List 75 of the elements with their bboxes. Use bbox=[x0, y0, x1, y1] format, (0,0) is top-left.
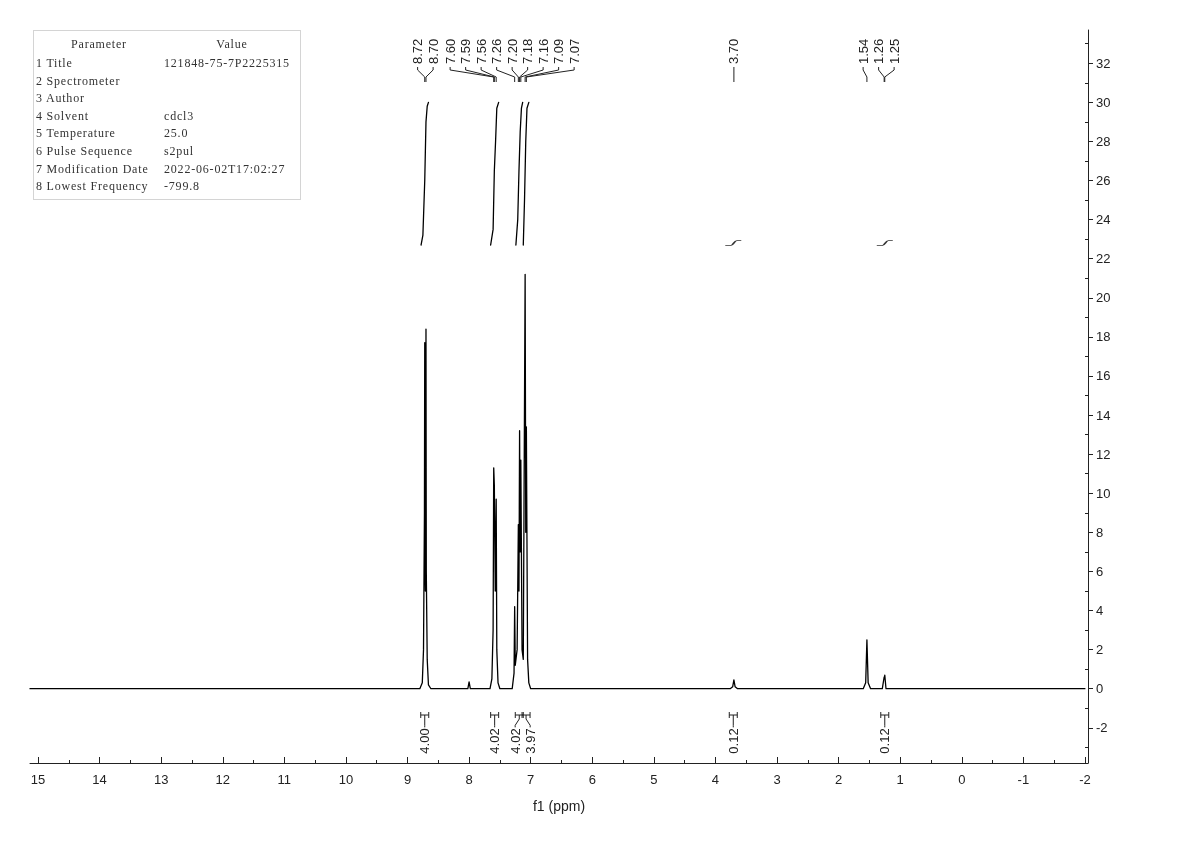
y-tick-label: 20 bbox=[1096, 290, 1111, 306]
x-tick-label: 9 bbox=[403, 772, 412, 787]
annotation: 3 Author bbox=[35, 90, 86, 108]
annotation: 7 Modification Date bbox=[35, 160, 150, 178]
annotation: 2022-06-02T17:02:27 bbox=[164, 160, 287, 178]
annotation: cdcl3 bbox=[164, 107, 195, 125]
y-tick-label: 18 bbox=[1096, 329, 1111, 345]
x-tick-label: -2 bbox=[1079, 772, 1091, 787]
y-tick-label: 16 bbox=[1096, 368, 1111, 384]
y-tick-label: 28 bbox=[1096, 133, 1111, 149]
annotation: 8 Lowest Frequency bbox=[35, 178, 150, 196]
x-tick-label: 1 bbox=[896, 772, 904, 787]
y-tick-label: 0 bbox=[1096, 681, 1104, 697]
line-series bbox=[29, 273, 1086, 690]
y-tick-label: 14 bbox=[1096, 407, 1111, 423]
annotation: 6 Pulse Sequence bbox=[35, 142, 134, 160]
annotation: s2pul bbox=[164, 142, 195, 160]
x-tick-label: 2 bbox=[834, 772, 843, 787]
y-tick-label: 12 bbox=[1096, 446, 1111, 462]
annotation: 7.07 bbox=[566, 38, 582, 64]
annotation: 7.16 bbox=[535, 38, 551, 64]
x-tick-label: 3 bbox=[773, 772, 781, 787]
y-tick-label: 10 bbox=[1096, 485, 1111, 501]
x-tick-label: 7 bbox=[527, 772, 535, 787]
annotation: 1.25 bbox=[886, 38, 902, 64]
annotation: 0.12 bbox=[725, 728, 741, 754]
y-tick-label: 30 bbox=[1096, 94, 1111, 110]
annotation: 4 Solvent bbox=[35, 107, 90, 125]
y-tick-label: 2 bbox=[1096, 642, 1104, 658]
y-tick-label: -2 bbox=[1096, 720, 1108, 736]
x-tick-label: 12 bbox=[215, 772, 230, 787]
annotation: 3.70 bbox=[726, 38, 742, 64]
annotation: 1.54 bbox=[855, 38, 871, 64]
y-tick-label: 22 bbox=[1096, 251, 1111, 267]
annotation: -799.8 bbox=[164, 178, 201, 196]
annotation: 2 Spectrometer bbox=[35, 72, 122, 90]
x-tick-label: 4 bbox=[711, 772, 720, 787]
annotation: 1 Title bbox=[35, 55, 74, 72]
annotation: 4.00 bbox=[417, 728, 433, 754]
x-axis-title: f1 (ppm) bbox=[532, 798, 586, 814]
annotation: 4.02 bbox=[507, 728, 523, 754]
annotation: 7.20 bbox=[504, 38, 520, 64]
annotation: 7.09 bbox=[551, 38, 567, 64]
x-tick-label: 13 bbox=[153, 772, 169, 787]
annotation: 7.18 bbox=[520, 38, 536, 64]
annotation: 7.56 bbox=[473, 38, 489, 64]
x-tick-label: 11 bbox=[277, 772, 292, 787]
x-tick-label: 14 bbox=[92, 772, 107, 787]
x-tick-label: 6 bbox=[588, 772, 596, 787]
annotation: 7.60 bbox=[442, 38, 458, 64]
y-tick-label: 6 bbox=[1096, 563, 1104, 579]
annotation: 0.12 bbox=[877, 728, 893, 754]
y-tick-label: 26 bbox=[1096, 173, 1111, 189]
x-tick-label: 10 bbox=[338, 772, 354, 787]
y-tick-label: 8 bbox=[1096, 524, 1104, 540]
annotation: 8.72 bbox=[410, 38, 426, 64]
x-tick-label: 0 bbox=[958, 772, 966, 787]
annotation: 25.0 bbox=[164, 125, 190, 143]
x-tick-label: 15 bbox=[30, 772, 46, 787]
annotation: 7.26 bbox=[489, 38, 505, 64]
annotation: 5 Temperature bbox=[35, 125, 117, 143]
x-tick-label: 5 bbox=[650, 772, 658, 787]
y-tick-label: 24 bbox=[1096, 212, 1111, 228]
x-tick-label: 8 bbox=[465, 772, 473, 787]
annotation: Value bbox=[215, 36, 249, 53]
annotation: 7.59 bbox=[458, 38, 474, 64]
y-tick-label: 32 bbox=[1096, 55, 1111, 71]
annotation: Parameter bbox=[70, 36, 128, 53]
annotation: 4.02 bbox=[487, 728, 503, 754]
annotation: 121848-75-7P2225315 bbox=[164, 55, 291, 72]
annotation: 1.26 bbox=[871, 38, 887, 64]
x-tick-label: -1 bbox=[1017, 772, 1030, 787]
annotation: 8.70 bbox=[425, 38, 441, 64]
y-tick-label: 4 bbox=[1096, 603, 1104, 619]
annotation: 3.97 bbox=[522, 728, 538, 754]
